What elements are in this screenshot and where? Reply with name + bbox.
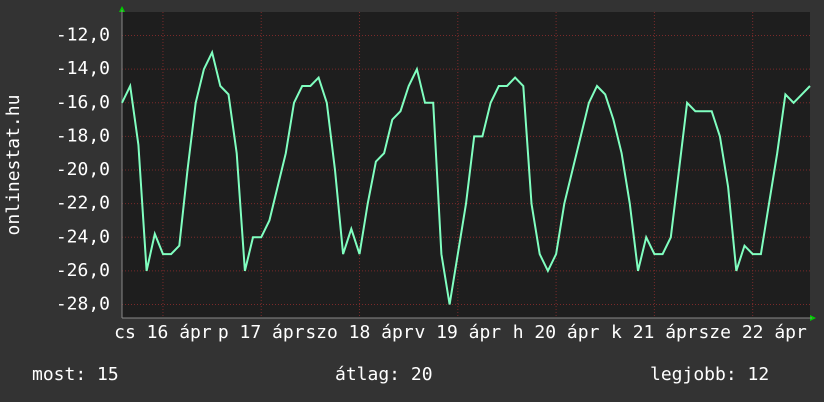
- y-tick-label: -28,0: [56, 294, 110, 315]
- x-tick-label: sze 22 ápr: [698, 322, 807, 343]
- x-tick-label: p 17 ápr: [218, 322, 305, 343]
- y-tick-label: -16,0: [56, 92, 110, 113]
- axis-arrow: [119, 6, 125, 12]
- x-tick-label: cs 16 ápr: [114, 322, 212, 343]
- y-tick-label: -26,0: [56, 260, 110, 281]
- data-line: [121, 49, 811, 305]
- axis-arrow: [810, 315, 816, 321]
- stat-text: most: 15: [32, 364, 119, 385]
- y-tick-label: -12,0: [56, 25, 110, 46]
- y-tick-label: -22,0: [56, 193, 110, 214]
- y-axis-label: onlinestat.hu: [3, 95, 24, 236]
- x-tick-label: k 21 ápr: [611, 322, 698, 343]
- stat-text: átlag: 20: [335, 364, 433, 385]
- x-tick-label: h 20 ápr: [513, 322, 600, 343]
- y-tick-label: -24,0: [56, 226, 110, 247]
- y-tick-label: -20,0: [56, 159, 110, 180]
- x-tick-label: v 19 ápr: [414, 322, 501, 343]
- x-tick-label: szo 18 ápr: [305, 322, 414, 343]
- y-tick-label: -14,0: [56, 58, 110, 79]
- y-tick-label: -18,0: [56, 125, 110, 146]
- plot-area: [122, 12, 810, 318]
- stat-text: legjobb: 12: [650, 364, 769, 385]
